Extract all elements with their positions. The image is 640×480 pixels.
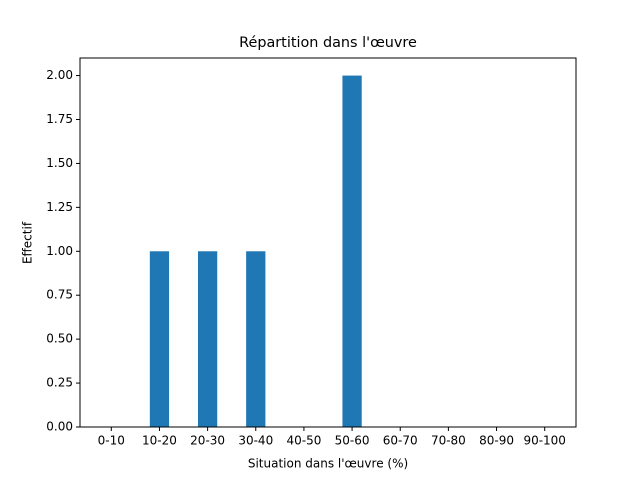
bar xyxy=(342,75,362,428)
x-tick-label: 30-40 xyxy=(238,434,273,448)
y-tick-label: 1.00 xyxy=(46,244,73,258)
y-axis-label: Effectif xyxy=(21,221,35,264)
y-tick-label: 0.25 xyxy=(46,376,73,390)
chart-title: Répartition dans l'œuvre xyxy=(239,35,417,51)
x-tick-label: 10-20 xyxy=(142,434,177,448)
y-tick-label: 0.00 xyxy=(46,420,73,434)
bar xyxy=(149,251,170,427)
bar xyxy=(246,251,266,427)
x-tick-label: 0-10 xyxy=(98,434,125,448)
x-tick-label: 40-50 xyxy=(286,434,321,448)
y-tick-label: 0.75 xyxy=(46,288,73,302)
x-tick-label: 20-30 xyxy=(190,434,225,448)
y-tick-label: 0.50 xyxy=(46,332,73,346)
x-axis-label: Situation dans l'œuvre (%) xyxy=(248,457,408,471)
y-tick-label: 1.25 xyxy=(46,200,73,214)
plot-frame xyxy=(79,57,577,428)
x-tick-label: 70-80 xyxy=(431,434,466,448)
y-tick-label: 1.75 xyxy=(46,112,73,126)
x-tick-label: 60-70 xyxy=(383,434,418,448)
x-tick-label: 80-90 xyxy=(479,434,514,448)
x-tick-label: 50-60 xyxy=(335,434,370,448)
y-tick-label: 1.50 xyxy=(46,156,73,170)
bar xyxy=(197,251,218,427)
x-tick-label: 90-100 xyxy=(523,434,566,448)
y-tick-label: 2.00 xyxy=(46,68,73,82)
